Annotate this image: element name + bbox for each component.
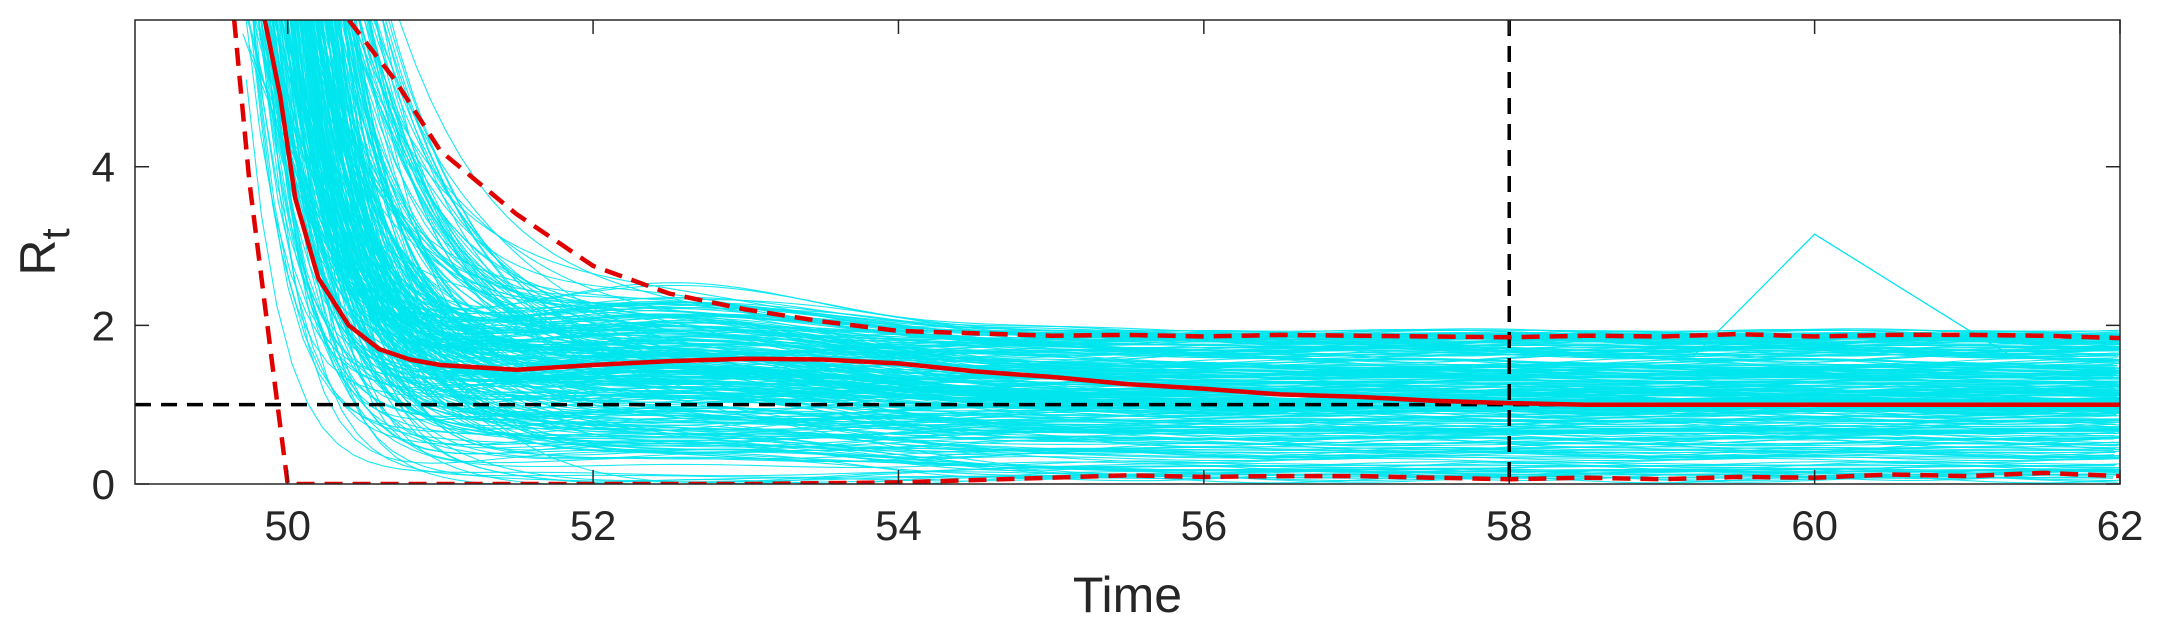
lower-bound-line — [231, 20, 2120, 484]
x-tick-label: 52 — [570, 502, 617, 549]
sample-trajectory — [260, 20, 2119, 346]
sample-trajectory — [326, 20, 2115, 484]
sample-trajectory — [343, 20, 2119, 471]
sample-trajectory — [287, 20, 2120, 356]
sample-trajectory — [268, 20, 2120, 446]
sample-trajectory — [343, 20, 2120, 348]
sample-trajectory — [321, 20, 2120, 454]
x-tick-label: 56 — [1180, 502, 1227, 549]
sample-trajectory — [301, 20, 2120, 484]
sample-trajectory — [337, 20, 2120, 448]
sample-trajectory — [308, 20, 2116, 477]
sample-trajectory — [359, 20, 2120, 369]
sample-trajectory — [321, 20, 2118, 354]
sample-trajectory — [296, 20, 2120, 432]
sample-trajectory — [298, 20, 2113, 459]
y-axis-label-subscript: t — [34, 228, 78, 239]
sample-trajectory — [369, 20, 2115, 396]
sample-trajectory — [305, 20, 2120, 406]
x-tick-label: 62 — [2097, 502, 2144, 549]
outlier-sample-trajectory — [1691, 233, 2014, 358]
sample-trajectory — [253, 20, 2120, 424]
sample-trajectory — [325, 20, 2116, 338]
sample-trajectory — [334, 20, 2120, 428]
sample-trajectory — [351, 20, 2120, 373]
sample-trajectory — [245, 79, 2120, 477]
y-tick-label: 0 — [92, 461, 115, 508]
sample-trajectory — [305, 20, 2120, 364]
sample-trajectory — [329, 20, 2119, 344]
sample-trajectory — [333, 20, 2120, 380]
sample-trajectory — [294, 20, 2120, 374]
sample-trajectory — [252, 20, 2120, 438]
sample-trajectory — [279, 64, 2113, 447]
x-tick-label: 50 — [264, 502, 311, 549]
sample-trajectory — [290, 20, 2120, 356]
sample-trajectory — [358, 20, 2120, 341]
sample-trajectory — [271, 58, 2120, 352]
sample-trajectory — [327, 20, 2120, 338]
x-axis-label: Time — [1073, 567, 1182, 621]
statistic-lines — [231, 20, 2120, 484]
sample-trajectory — [265, 20, 2114, 460]
sample-trajectory — [363, 20, 2114, 360]
sample-trajectory — [317, 20, 2120, 400]
sample-trajectory — [339, 20, 2117, 362]
sample-trajectory — [271, 20, 2120, 445]
plot-frame — [134, 19, 2121, 485]
sample-trajectory — [353, 20, 2114, 378]
upper-bound-line — [347, 20, 2120, 341]
sample-trajectory — [289, 20, 2113, 396]
sample-trajectory — [359, 20, 2116, 367]
sample-trajectory — [316, 20, 2120, 384]
x-tick-label: 54 — [875, 502, 922, 549]
sample-trajectory — [300, 20, 2113, 381]
sample-trajectory — [303, 25, 2120, 356]
sample-trajectory — [336, 20, 2120, 436]
sample-trajectory — [328, 20, 2117, 421]
sample-trajectory — [301, 53, 2119, 335]
sample-trajectory — [279, 20, 2120, 339]
sample-trajectory — [271, 20, 2118, 372]
sample-trajectory — [314, 20, 2118, 358]
sample-trajectory — [321, 20, 2117, 473]
y-axis-label-main: R — [10, 240, 66, 276]
sample-trajectory — [247, 20, 2120, 342]
sample-trajectory — [363, 20, 2120, 355]
sample-trajectory — [382, 20, 2120, 408]
sample-trajectory — [310, 20, 2120, 337]
sample-trajectory — [315, 20, 2120, 338]
sample-trajectory — [304, 20, 2113, 378]
sample-trajectory — [329, 20, 2117, 388]
sample-trajectory — [266, 20, 2118, 347]
sample-trajectory — [317, 20, 2120, 371]
sample-trajectory — [268, 20, 2120, 469]
sample-trajectory — [306, 20, 2120, 436]
sample-trajectory — [308, 20, 2117, 337]
y-axis-label: Rt — [10, 228, 78, 275]
x-tick-label: 58 — [1486, 502, 1533, 549]
sample-trajectory — [250, 33, 2115, 401]
x-tick-label: 60 — [1791, 502, 1838, 549]
sample-trajectory — [322, 20, 2120, 379]
y-tick-label: 4 — [92, 144, 115, 191]
sample-trajectory — [293, 20, 2114, 410]
reference-lines — [135, 20, 2120, 484]
sample-trajectory — [327, 20, 2118, 447]
median-line — [262, 20, 2120, 407]
sample-trajectories — [242, 20, 2120, 484]
sample-trajectory — [351, 20, 2120, 346]
y-tick-label: 2 — [92, 302, 115, 349]
sample-trajectory — [335, 20, 2114, 431]
sample-trajectory — [271, 20, 2114, 479]
sample-trajectory — [353, 20, 2118, 332]
sample-trajectory — [330, 20, 2117, 402]
axis-ticks: 50 52 54 56 58 60 62 0 2 4 — [92, 20, 2144, 549]
sample-trajectory — [293, 20, 2119, 364]
